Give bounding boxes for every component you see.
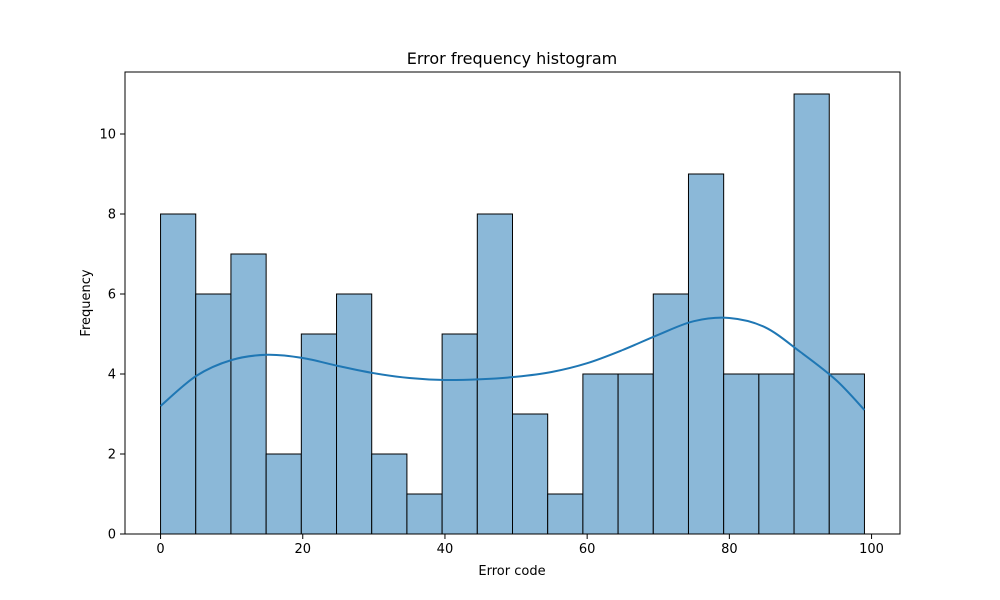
histogram-bar <box>723 373 760 535</box>
x-axis: 0 20 40 60 80 100 <box>156 534 884 557</box>
histogram-bar <box>195 293 232 535</box>
histogram-bar <box>336 293 373 535</box>
histogram-bar <box>828 373 865 535</box>
histogram-bar <box>758 373 795 535</box>
histogram-bar <box>160 213 197 535</box>
histogram-bar <box>582 373 619 535</box>
bars-group <box>160 93 865 535</box>
x-axis-label: Error code <box>478 564 545 579</box>
y-tick-label: 6 <box>108 288 116 303</box>
histogram-bar <box>265 453 302 535</box>
x-tick-label: 40 <box>437 542 454 557</box>
y-tick-label: 10 <box>99 128 116 143</box>
x-tick-label: 20 <box>294 542 311 557</box>
histogram-bar <box>617 373 654 535</box>
histogram-bar <box>687 173 725 535</box>
histogram-bar <box>512 413 549 535</box>
y-axis-label: Frequency <box>79 269 94 336</box>
histogram-bar <box>476 213 514 535</box>
x-tick-label: 60 <box>579 542 596 557</box>
y-tick-label: 8 <box>108 208 116 223</box>
kde-line <box>159 316 866 411</box>
x-tick-label: 80 <box>721 542 738 557</box>
histogram-bar <box>547 493 584 535</box>
histogram-bar <box>300 333 338 535</box>
x-tick-label: 100 <box>859 542 884 557</box>
histogram-bar <box>406 493 443 535</box>
histogram-bar <box>371 453 408 535</box>
y-tick-label: 4 <box>108 368 116 383</box>
x-tick-label: 0 <box>156 542 164 557</box>
histogram-bar <box>793 93 830 535</box>
y-tick-label: 2 <box>108 448 116 463</box>
chart-title: Error frequency histogram <box>407 49 618 68</box>
y-tick-label: 0 <box>108 528 116 543</box>
y-axis: 0 2 4 6 8 10 <box>99 128 125 543</box>
axes-frame <box>124 71 901 535</box>
histogram-bar <box>230 253 267 535</box>
histogram-bar <box>441 333 478 535</box>
